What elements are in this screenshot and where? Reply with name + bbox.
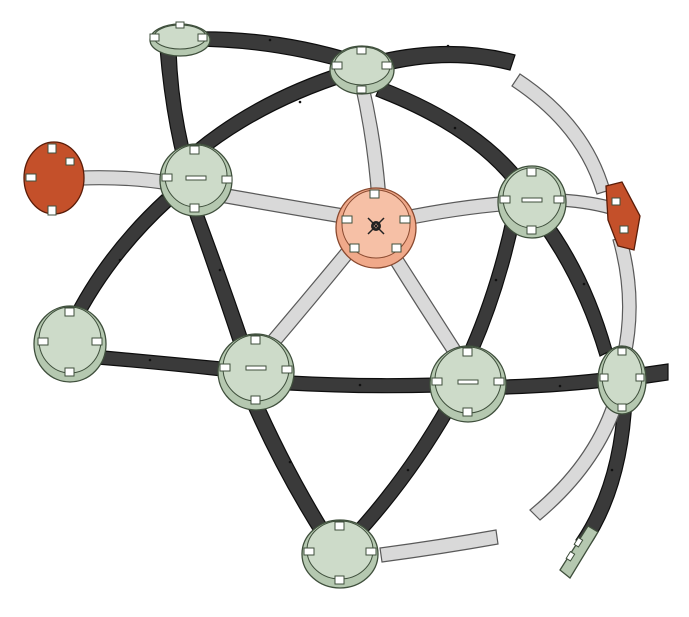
hub-top (329, 45, 395, 95)
light-strut (386, 249, 463, 359)
slot (573, 536, 584, 548)
hub-orange-left (23, 141, 85, 216)
hub-far-right (597, 345, 647, 415)
light-strut (529, 401, 623, 521)
light-strut (399, 195, 514, 227)
light-strut (379, 529, 499, 563)
dark-strut (465, 215, 521, 353)
hub-middle-left (217, 333, 295, 411)
loose-connector (559, 525, 599, 579)
hub-right (497, 165, 567, 239)
hub-top-left (149, 21, 211, 57)
dark-strut (504, 371, 614, 395)
dark-strut (350, 403, 456, 539)
light-strut (260, 239, 361, 355)
light-strut (219, 187, 351, 225)
hub-orange-right (605, 181, 641, 251)
light-strut (354, 81, 387, 202)
hub-bottom (301, 519, 379, 589)
strut-holes (118, 38, 614, 472)
dark-strut (191, 65, 351, 159)
light-strut (612, 235, 637, 361)
hub-upper-left (159, 143, 233, 217)
hub-left (33, 305, 107, 383)
connector-piece (559, 525, 599, 579)
dark-strut (535, 215, 613, 357)
dark-strut (377, 45, 516, 73)
dark-strut (375, 81, 526, 189)
light-strut (511, 73, 611, 195)
dark-strut (289, 375, 439, 394)
dark-strut (187, 204, 251, 351)
light-struts (59, 73, 637, 563)
hub-center (335, 187, 417, 269)
hub-middle-right (429, 345, 507, 423)
dark-strut (575, 397, 633, 549)
slot (565, 550, 576, 562)
dark-strut (243, 391, 331, 539)
